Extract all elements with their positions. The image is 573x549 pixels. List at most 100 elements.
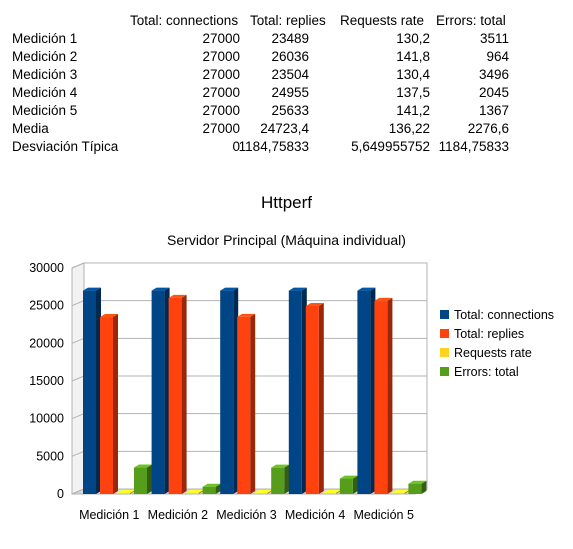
bar-top bbox=[100, 314, 118, 318]
table-cell: 26036 bbox=[271, 49, 309, 64]
bar-top bbox=[391, 489, 410, 493]
bar-side bbox=[215, 483, 221, 494]
legend-swatch bbox=[440, 367, 449, 376]
bar bbox=[374, 300, 388, 494]
x-tick-label: Medición 4 bbox=[285, 508, 345, 522]
bar-top bbox=[134, 464, 152, 468]
gridline bbox=[71, 262, 427, 269]
bar-side bbox=[130, 490, 135, 494]
bar-top bbox=[339, 475, 358, 479]
legend-label: Total: connections bbox=[454, 308, 554, 322]
bar bbox=[254, 493, 268, 494]
table-cell: 27000 bbox=[202, 31, 240, 46]
table-cell: 27000 bbox=[202, 85, 240, 100]
table-row: Medición 2 27000 26036 141,8 964 bbox=[8, 48, 528, 66]
bar-side bbox=[113, 314, 118, 494]
x-tick-label: Medición 2 bbox=[148, 508, 208, 522]
table-cell: 2045 bbox=[478, 85, 509, 100]
y-tick-label: 25000 bbox=[29, 299, 64, 313]
bar-side bbox=[198, 489, 204, 494]
table-row: Desviación Típica 0 1184,75833 5,649955752 1… bbox=[8, 138, 528, 156]
legend-swatch bbox=[440, 329, 449, 338]
legend-swatch bbox=[440, 310, 449, 319]
bar-side bbox=[318, 303, 324, 494]
bar-top bbox=[374, 297, 393, 301]
chart-subtitle: Servidor Principal (Máquina individual) bbox=[167, 232, 406, 248]
bar-top bbox=[151, 287, 170, 291]
table-cell: 130,4 bbox=[396, 67, 430, 82]
row-label: Medición 4 bbox=[12, 85, 78, 100]
bar-top bbox=[305, 303, 324, 307]
y-tick-label: 20000 bbox=[29, 336, 64, 350]
bar-top bbox=[83, 287, 101, 291]
chart-title: Httperf bbox=[260, 193, 313, 212]
bar-top bbox=[254, 490, 273, 494]
bar bbox=[168, 297, 182, 494]
y-tick-label: 30000 bbox=[29, 261, 64, 275]
bar bbox=[134, 467, 147, 494]
legend-label: Total: replies bbox=[454, 327, 524, 341]
table-cell: 24723,4 bbox=[260, 121, 309, 136]
table-cell: 3511 bbox=[479, 31, 509, 46]
y-tick-label: 15000 bbox=[29, 374, 64, 388]
table-row: Medición 3 27000 23504 130,4 3496 bbox=[8, 66, 528, 84]
bar-side bbox=[352, 475, 358, 494]
bar-side bbox=[335, 489, 341, 494]
bar bbox=[185, 492, 199, 494]
table-cell: 23489 bbox=[271, 31, 309, 46]
x-tick-label: Medición 5 bbox=[353, 508, 413, 522]
bar-side bbox=[387, 297, 393, 494]
row-label: Medición 5 bbox=[12, 103, 78, 118]
bar bbox=[357, 290, 371, 494]
bar bbox=[83, 290, 96, 494]
y-tick-label: 10000 bbox=[29, 412, 64, 426]
table-cell: 130,2 bbox=[396, 31, 430, 46]
table-cell: 3496 bbox=[478, 67, 509, 82]
table-column-header: Total: connections bbox=[130, 13, 239, 28]
bar bbox=[408, 483, 422, 494]
bar bbox=[117, 493, 130, 494]
table-row: Medición 1 27000 23489 130,2 3511 bbox=[8, 30, 528, 48]
bar bbox=[339, 478, 353, 494]
table-cell: 1367 bbox=[478, 103, 509, 118]
bar-side bbox=[370, 287, 376, 494]
bar-top bbox=[271, 464, 290, 468]
bar bbox=[271, 467, 285, 494]
bar-side bbox=[233, 287, 239, 494]
table-cell: 136,22 bbox=[388, 121, 430, 136]
table-cell: 964 bbox=[486, 49, 509, 64]
x-tick-label: Medición 3 bbox=[216, 508, 276, 522]
table-cell: 141,2 bbox=[396, 103, 430, 118]
bar bbox=[322, 492, 336, 494]
bar-side bbox=[267, 490, 273, 494]
table-cell: 137,5 bbox=[396, 85, 430, 100]
bar-side bbox=[404, 489, 410, 494]
bar bbox=[237, 316, 251, 494]
bar-side bbox=[96, 287, 101, 494]
bar bbox=[391, 492, 405, 494]
table-cell: 27000 bbox=[202, 103, 240, 118]
bar-side bbox=[284, 464, 290, 494]
table-cell: 24955 bbox=[271, 85, 309, 100]
bar-top bbox=[322, 489, 341, 493]
bar-top bbox=[408, 480, 427, 484]
x-tick-label: Medición 1 bbox=[79, 508, 139, 522]
bar bbox=[220, 290, 234, 494]
bar-top bbox=[202, 483, 221, 487]
legend-label: Errors: total bbox=[454, 365, 519, 379]
table-column-header: Total: replies bbox=[250, 13, 326, 28]
table-cell: 1184,75833 bbox=[438, 139, 509, 154]
bar-top bbox=[168, 294, 187, 298]
bar bbox=[305, 306, 319, 494]
y-tick-label: 0 bbox=[57, 487, 64, 501]
table-row: Media 27000 24723,4 136,22 2276,6 bbox=[8, 120, 528, 138]
bar-side bbox=[164, 287, 170, 494]
bar bbox=[100, 317, 113, 494]
table-cell: 27000 bbox=[202, 67, 240, 82]
row-label: Desviación Típica bbox=[12, 139, 119, 154]
bar-side bbox=[250, 313, 256, 494]
table-cell: 5,649955752 bbox=[351, 139, 430, 154]
table-cell: 27000 bbox=[202, 121, 240, 136]
bar-side bbox=[421, 480, 427, 494]
